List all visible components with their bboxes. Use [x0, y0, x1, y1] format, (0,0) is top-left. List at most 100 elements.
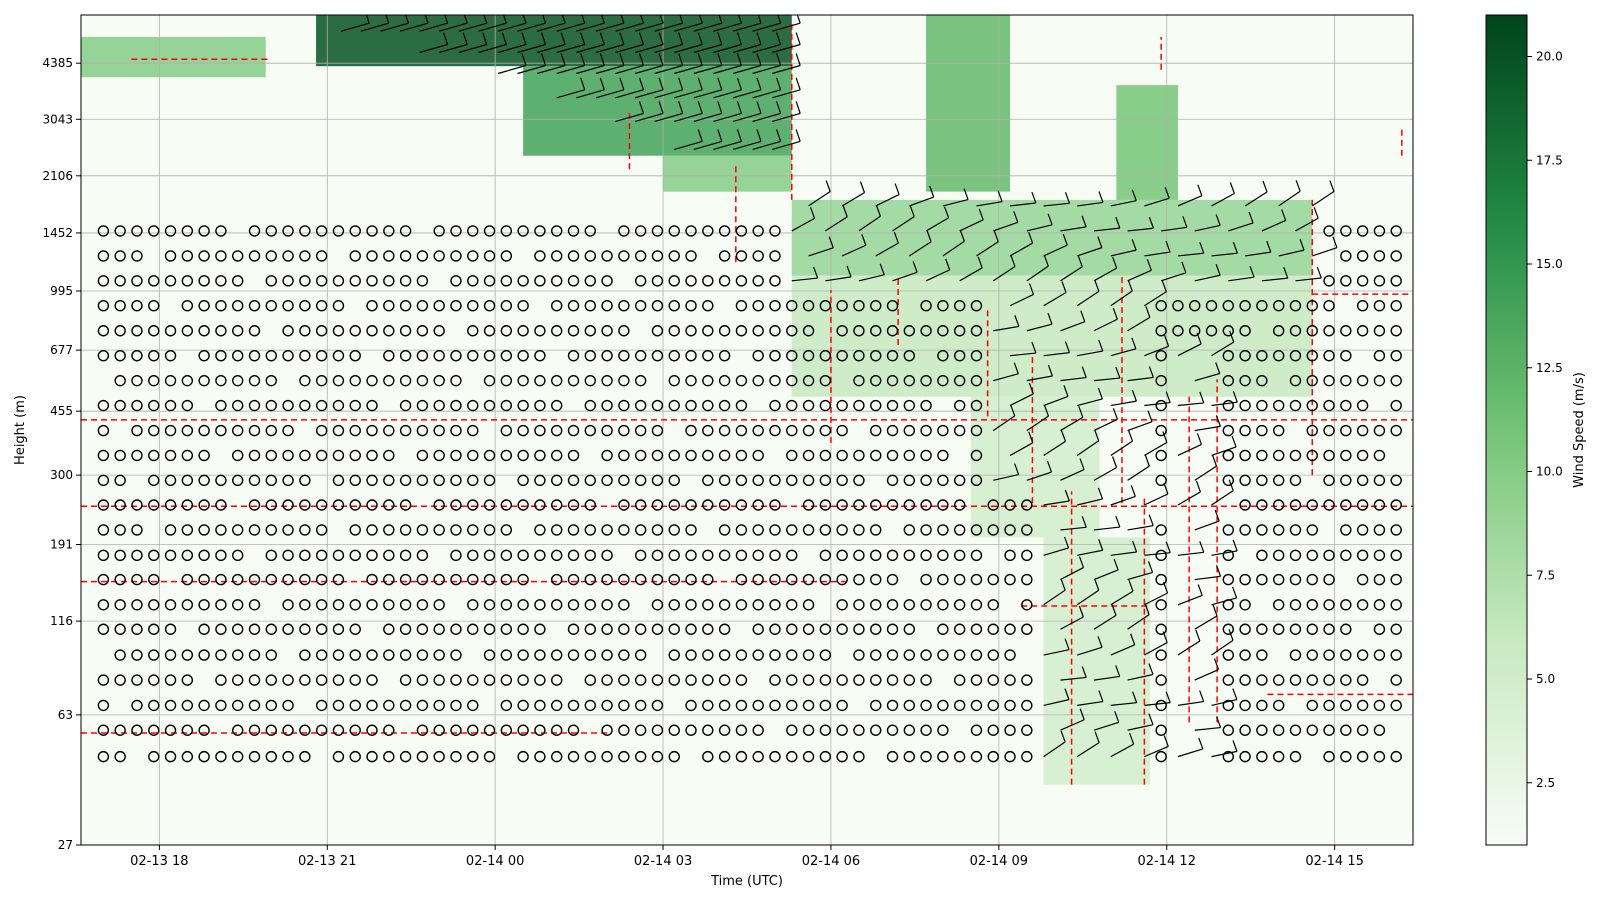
colorbar-tick-label: 7.5: [1536, 568, 1555, 582]
calm-circle: [1004, 674, 1016, 686]
calm-circle: [181, 499, 194, 511]
calm-circle: [802, 300, 815, 312]
y-tick-label: 677: [50, 343, 73, 357]
calm-circle: [802, 750, 815, 763]
calm-circle: [1306, 623, 1318, 635]
wind-barb-flag: [1079, 458, 1085, 470]
wind-barb: [1093, 267, 1117, 282]
wind-barb: [1194, 726, 1221, 731]
calm-circle: [567, 325, 580, 337]
calm-circle: [265, 399, 277, 412]
calm-circle: [215, 623, 227, 635]
calm-circle: [752, 349, 764, 362]
calm-circle: [366, 724, 378, 736]
calm-circle: [1289, 449, 1302, 462]
wind-barb-flag: [385, 15, 390, 24]
wind-barb: [1177, 551, 1204, 556]
wind-barb: [1177, 594, 1203, 606]
calm-circle: [819, 623, 832, 635]
calm-circle: [416, 250, 429, 262]
wind-barb-flag: [1064, 688, 1070, 700]
calm-circle: [467, 573, 479, 586]
calm-circle: [769, 250, 781, 262]
calm-circle: [920, 374, 932, 387]
calm-circle: [718, 349, 731, 362]
calm-circle: [366, 325, 378, 337]
calm-circle: [232, 524, 244, 536]
calm-circle: [332, 499, 345, 511]
calm-circle: [433, 374, 445, 387]
calm-circle: [114, 623, 126, 635]
calm-circle: [551, 724, 563, 736]
calm-circle: [148, 474, 160, 487]
calm-circle: [567, 449, 580, 462]
calm-circle: [232, 549, 244, 562]
calm-circle: [97, 674, 110, 686]
wind-barb-flag: [825, 180, 831, 192]
calm-circle: [1004, 573, 1016, 586]
wind-barb: [576, 89, 605, 99]
calm-circle: [366, 374, 378, 387]
wind-barb-flag: [1097, 236, 1103, 248]
calm-circle: [802, 449, 815, 462]
calm-circle: [450, 649, 462, 661]
calm-circle: [315, 250, 328, 262]
calm-circle: [517, 649, 529, 661]
calm-circle: [802, 599, 815, 611]
wind-barb: [654, 22, 683, 32]
wind-barb: [732, 22, 762, 32]
calm-circle: [567, 699, 580, 712]
wind-barb-flag: [1064, 341, 1071, 353]
calm-circle: [232, 674, 244, 686]
wind-barb: [1077, 350, 1103, 357]
calm-circle: [399, 399, 412, 412]
calm-circle: [601, 623, 613, 635]
calm-circle: [215, 275, 227, 287]
calm-circle: [819, 549, 832, 562]
calm-circle: [1289, 349, 1302, 362]
calm-circle: [534, 275, 546, 287]
wind-barb-flag: [599, 53, 605, 66]
wind-barb: [1110, 743, 1134, 758]
calm-circle: [1373, 623, 1386, 635]
wind-barb: [1177, 748, 1203, 758]
x-tick-label: 02-14 15: [1305, 854, 1363, 869]
wind-barb-flag: [879, 263, 885, 276]
calm-circle: [718, 623, 731, 635]
calm-circle: [416, 549, 429, 562]
calm-circle: [315, 275, 328, 287]
wind-barb-flag: [697, 129, 703, 142]
calm-circle: [1272, 549, 1285, 562]
calm-circle: [937, 549, 949, 562]
wind-barb-flag: [1216, 716, 1222, 728]
wind-barb: [892, 216, 915, 232]
wind-barb-flag: [1129, 733, 1135, 745]
calm-circle: [618, 599, 630, 611]
calm-circle: [903, 623, 916, 635]
calm-circle: [148, 399, 160, 412]
calm-circle: [886, 724, 899, 736]
calm-circle: [215, 399, 227, 412]
calm-circle: [1222, 424, 1235, 437]
wind-barb-flag: [638, 53, 645, 66]
wind-barb: [1261, 219, 1286, 232]
calm-circle: [282, 623, 294, 635]
calm-circle: [1256, 499, 1268, 511]
calm-circle: [148, 325, 160, 337]
wind-barb: [1110, 440, 1133, 456]
wind-barb-flag: [776, 77, 782, 90]
calm-circle: [1239, 399, 1251, 412]
calm-circle: [164, 449, 177, 462]
calm-circle: [668, 275, 680, 287]
wind-barb-flag: [1062, 233, 1068, 246]
wind-barb-flag: [1215, 214, 1221, 226]
calm-circle: [886, 349, 899, 362]
calm-circle: [181, 724, 194, 736]
calm-circle: [131, 649, 143, 661]
calm-circle: [802, 424, 815, 437]
wind-barb-flag: [776, 53, 782, 66]
calm-circle: [953, 499, 966, 511]
calm-circle: [970, 699, 983, 712]
calm-circle: [1222, 573, 1235, 586]
calm-circle: [433, 649, 445, 661]
